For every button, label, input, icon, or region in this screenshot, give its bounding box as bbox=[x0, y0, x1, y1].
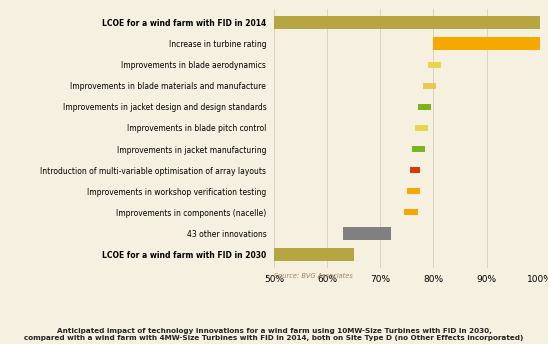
Bar bbox=[407, 188, 420, 194]
Bar bbox=[418, 104, 431, 110]
Bar bbox=[274, 16, 540, 29]
Bar bbox=[409, 167, 420, 173]
Bar bbox=[343, 227, 391, 240]
Text: Anticipated impact of technology innovations for a wind farm using 10MW-Size Tur: Anticipated impact of technology innovat… bbox=[24, 327, 524, 341]
Text: Source: BVG Associates: Source: BVG Associates bbox=[274, 272, 353, 279]
Bar bbox=[423, 83, 436, 89]
Bar bbox=[433, 37, 540, 50]
Bar bbox=[415, 125, 428, 131]
Bar bbox=[274, 248, 354, 261]
Bar bbox=[412, 146, 425, 152]
Bar bbox=[428, 62, 442, 67]
Bar bbox=[404, 209, 418, 215]
